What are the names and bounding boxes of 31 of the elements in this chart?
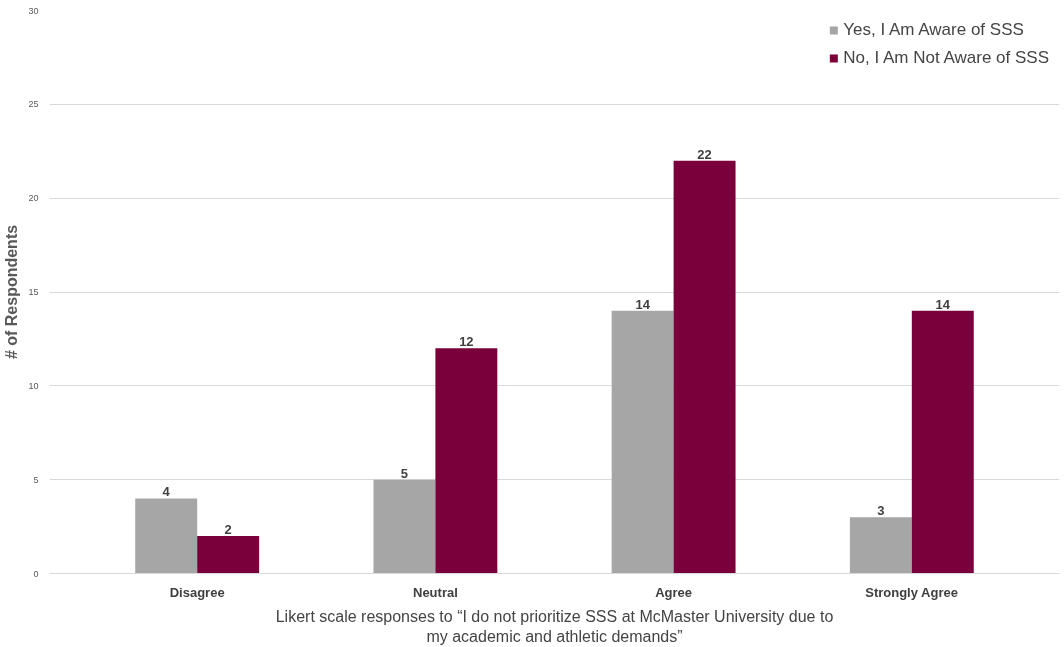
y-tick-label: 5: [33, 474, 39, 485]
bar: [197, 535, 260, 574]
y-tick-label: 30: [28, 5, 39, 16]
x-tick-label: Strongly Agree: [865, 584, 958, 600]
x-tick-label: Disagree: [169, 584, 225, 600]
bar: [435, 348, 498, 574]
data-label: 2: [224, 521, 232, 537]
data-label: 5: [400, 465, 409, 481]
y-axis-title: # of Respondents: [3, 224, 21, 360]
data-label: 12: [459, 334, 474, 350]
data-label: 22: [697, 146, 712, 162]
legend-label: No, I Am Not Aware of SSS: [843, 48, 1049, 68]
x-axis-title: Likert scale responses to “I do not prioritize SSS at McMaster University due to my academic and athletic demands”: [275, 607, 834, 645]
y-tick-label: 15: [28, 287, 39, 297]
bar: [849, 517, 912, 574]
data-label: 14: [635, 296, 651, 312]
legend-label: Yes, I Am Aware of SSS: [843, 20, 1024, 40]
bar: [611, 310, 674, 574]
data-label: 14: [935, 296, 951, 312]
y-tick-label: 0: [33, 568, 39, 579]
bar: [373, 479, 436, 574]
bar: [135, 498, 198, 574]
y-tick-label: 25: [28, 99, 39, 110]
data-label: 4: [162, 484, 171, 500]
x-tick-label: Agree: [655, 584, 693, 600]
bar: [911, 310, 974, 574]
y-tick-label: 10: [28, 380, 39, 391]
x-tick-label: Neutral: [413, 584, 458, 600]
data-label: 3: [877, 503, 885, 519]
bar: [673, 160, 736, 574]
y-tick-label: 20: [28, 193, 39, 204]
